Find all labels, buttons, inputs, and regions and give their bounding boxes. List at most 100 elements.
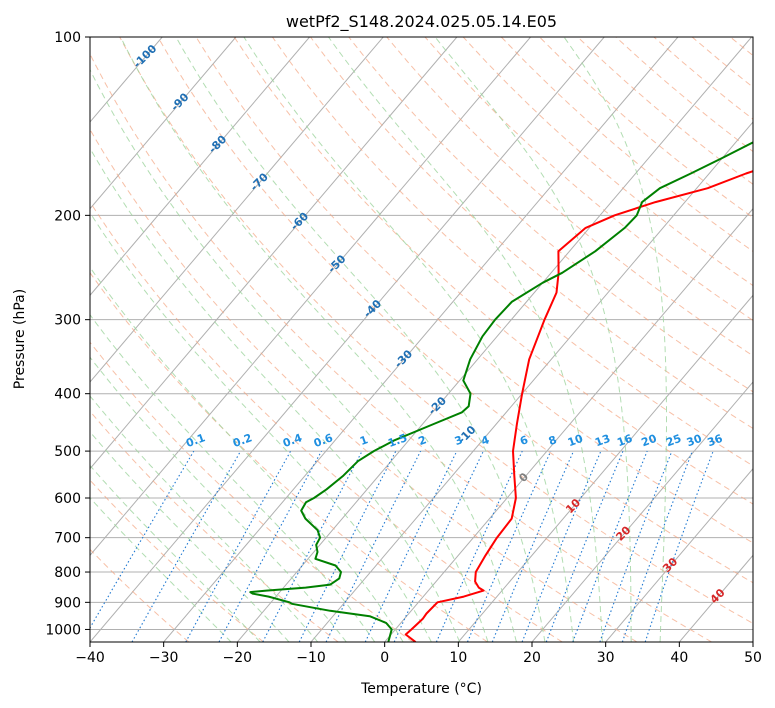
x-tick-label: 40: [670, 650, 688, 666]
mixing-ratio-line: [521, 450, 602, 642]
y-tick-label: 600: [54, 491, 81, 507]
y-tick-label: 300: [54, 313, 81, 329]
dry-adiabat-line: [90, 548, 190, 642]
dry-adiabat-line: [768, 37, 775, 642]
mixing-ratio-line: [491, 450, 575, 642]
mixing-ratio-line: [572, 450, 648, 642]
isotherm-line: [90, 37, 458, 470]
dewpoint-profile-line: [249, 141, 753, 642]
isotherm-line: [163, 37, 679, 642]
mixing-ratio-label: 1.5: [386, 431, 409, 450]
mixing-ratio-label: 8: [547, 433, 559, 448]
mixing-ratio-line: [90, 450, 195, 629]
moist-adiabat-line: [90, 497, 232, 642]
mixing-ratio-line: [545, 450, 624, 642]
moist-adiabat-line: [243, 37, 575, 642]
dry-adiabat-line: [90, 341, 414, 642]
isotherm-line: [531, 381, 753, 642]
background-lines: [90, 37, 775, 642]
mixing-ratio-label: 0.4: [281, 431, 304, 450]
moist-adiabat-line: [90, 211, 432, 642]
mixing-ratio-line: [185, 450, 292, 642]
x-tick-label: 20: [523, 650, 541, 666]
dry-adiabat-line: [271, 37, 753, 467]
mixing-ratio-label: 2: [417, 433, 429, 448]
x-axis-label: Temperature (°C): [360, 681, 482, 697]
moist-adiabat-line: [90, 266, 404, 642]
moist-adiabat-line: [90, 431, 290, 642]
mixing-ratio-label: 0.1: [184, 431, 207, 450]
mixing-ratio-label: 30: [685, 432, 704, 450]
y-axis-label: Pressure (hPa): [12, 289, 28, 389]
isotherm-line: [236, 37, 752, 642]
isotherm-line: [384, 207, 753, 642]
moist-adiabat-line: [90, 464, 261, 642]
dry-adiabat-line: [691, 37, 753, 88]
isotherm-line: [457, 294, 753, 642]
moist-adiabat-line: [434, 37, 632, 642]
dry-adiabat-line: [348, 37, 753, 393]
moist-adiabat-line: [90, 313, 376, 642]
mixing-ratio-line: [218, 450, 322, 642]
y-tick-label: 400: [54, 387, 81, 403]
mixing-ratio-label: 20: [640, 432, 659, 450]
dry-adiabat-line: [386, 37, 753, 357]
y-tick-label: 800: [54, 565, 81, 581]
y-tick-label: 200: [54, 208, 81, 224]
mixing-ratio-line: [599, 450, 673, 642]
moist-adiabat-line: [90, 356, 347, 642]
mixing-ratio-label: 4: [479, 433, 491, 448]
y-tick-label: 900: [54, 595, 81, 611]
isotherm-line: [90, 37, 531, 557]
mixing-ratio-label: 1: [358, 433, 370, 448]
mixing-ratio-line: [435, 450, 523, 642]
mixing-ratio-line: [466, 450, 552, 642]
dry-adiabat-line: [90, 128, 638, 642]
moist-adiabat-line: [90, 395, 319, 642]
x-tick-label: −40: [75, 650, 105, 666]
mixing-ratio-line: [393, 450, 484, 642]
moist-adiabat-line: [90, 147, 461, 642]
isotherm-line: [90, 37, 384, 383]
mixing-ratio-label: 0.6: [312, 431, 335, 450]
moist-adiabat-line: [328, 37, 603, 642]
dry-adiabat-line: [653, 37, 753, 120]
moist-adiabat-line: [563, 37, 667, 642]
y-tick-label: 100: [54, 30, 81, 46]
dry-adiabat-line: [90, 271, 488, 642]
mixing-ratio-label: 3: [453, 433, 465, 448]
annotations: -100-90-80-70-60-50-40-30-20-10010203040…: [131, 42, 728, 606]
dry-adiabat-line: [157, 37, 753, 584]
y-axis: 100 200 300 400 500 600 700 800 900 1000: [45, 30, 90, 638]
mixing-ratio-line: [621, 450, 693, 642]
x-tick-label: −30: [149, 650, 179, 666]
isotherm-label: -100: [131, 42, 160, 71]
x-tick-label: −20: [223, 650, 253, 666]
x-tick-label: 30: [597, 650, 615, 666]
isotherm-line: [90, 37, 237, 210]
dry-adiabat-line: [90, 410, 339, 642]
y-tick-label: 1000: [45, 622, 81, 638]
dry-adiabat-line: [195, 37, 753, 544]
dry-adiabat-line: [233, 37, 753, 505]
x-tick-label: 10: [449, 650, 467, 666]
chart-title: wetPf2_S148.2024.025.05.14.E05: [286, 12, 557, 32]
x-tick-label: 0: [380, 650, 389, 666]
plot-frame: [89, 36, 754, 643]
mixing-ratio-line: [364, 450, 458, 642]
dry-adiabat-line: [615, 37, 753, 153]
x-tick-label: 50: [744, 650, 762, 666]
isotherm-line: [90, 37, 310, 297]
dry-adiabat-line: [90, 52, 712, 642]
mixing-ratio-line: [644, 450, 714, 642]
mixing-ratio-label: 0.2: [231, 431, 254, 450]
isotherm-line: [310, 121, 753, 642]
dry-adiabat-line: [90, 201, 563, 642]
mixing-ratio-label: 16: [615, 432, 634, 450]
y-tick-label: 700: [54, 531, 81, 547]
mixing-ratio-label: 13: [593, 432, 612, 449]
x-tick-label: −10: [296, 650, 326, 666]
mixing-ratio-line: [298, 450, 397, 642]
dry-adiabat-line: [539, 37, 753, 219]
